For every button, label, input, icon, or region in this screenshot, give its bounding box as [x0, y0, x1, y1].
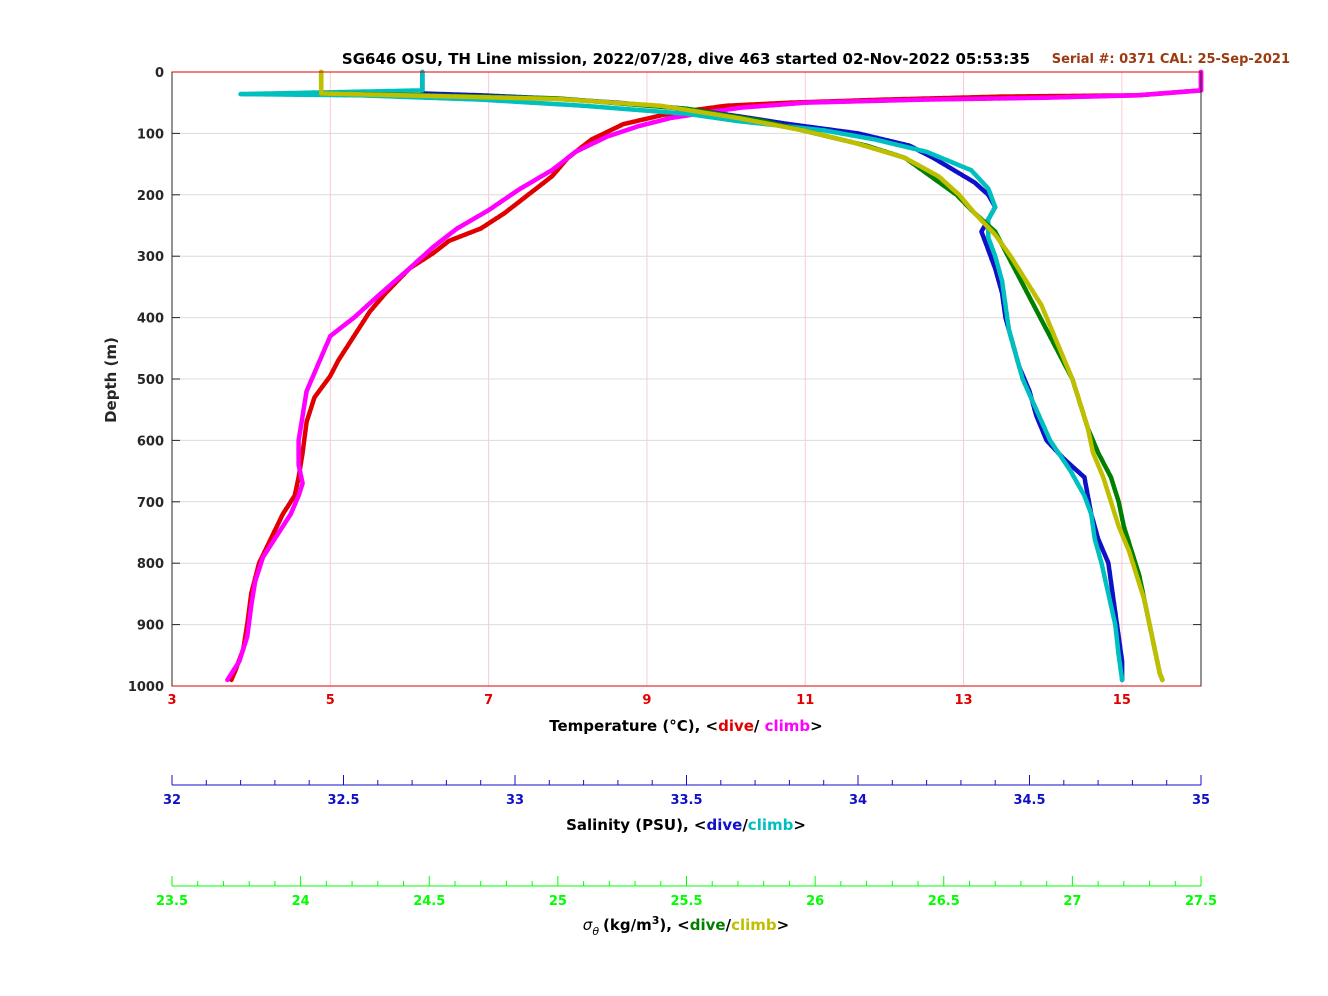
y-tick-label: 100	[137, 127, 164, 142]
y-tick-label: 300	[137, 250, 164, 265]
y-tick-label: 600	[137, 434, 164, 449]
series-density-dive	[318, 69, 1165, 683]
temperature-tick-label: 15	[1113, 693, 1131, 708]
y-tick-label: 200	[137, 189, 164, 204]
y-tick-label: 500	[137, 373, 164, 388]
y-tick-label: 900	[137, 619, 164, 634]
data-point	[1160, 677, 1165, 683]
y-tick-label: 0	[155, 66, 164, 81]
y-tick-label: 800	[137, 557, 164, 572]
series-temperature-climb	[225, 69, 1204, 683]
series-density-climb	[318, 69, 1165, 683]
temperature-tick-label: 9	[642, 693, 651, 708]
temperature-tick-label: 13	[954, 693, 972, 708]
temperature-tick-label: 5	[326, 693, 335, 708]
grid-lines	[172, 72, 1201, 686]
temperature-tick-label: 3	[167, 693, 176, 708]
y-tick-label: 1000	[128, 680, 164, 695]
y-tick-label: 400	[137, 312, 164, 327]
series-salinity-dive	[420, 69, 1125, 683]
data-series	[225, 69, 1204, 683]
temperature-tick-label: 11	[796, 693, 814, 708]
series-temperature-dive	[229, 69, 1204, 683]
data-point	[1119, 677, 1125, 683]
data-point	[225, 677, 230, 683]
temperature-tick-label: 7	[484, 693, 493, 708]
y-tick-label: 700	[137, 496, 164, 511]
series-salinity-climb	[238, 69, 1125, 683]
